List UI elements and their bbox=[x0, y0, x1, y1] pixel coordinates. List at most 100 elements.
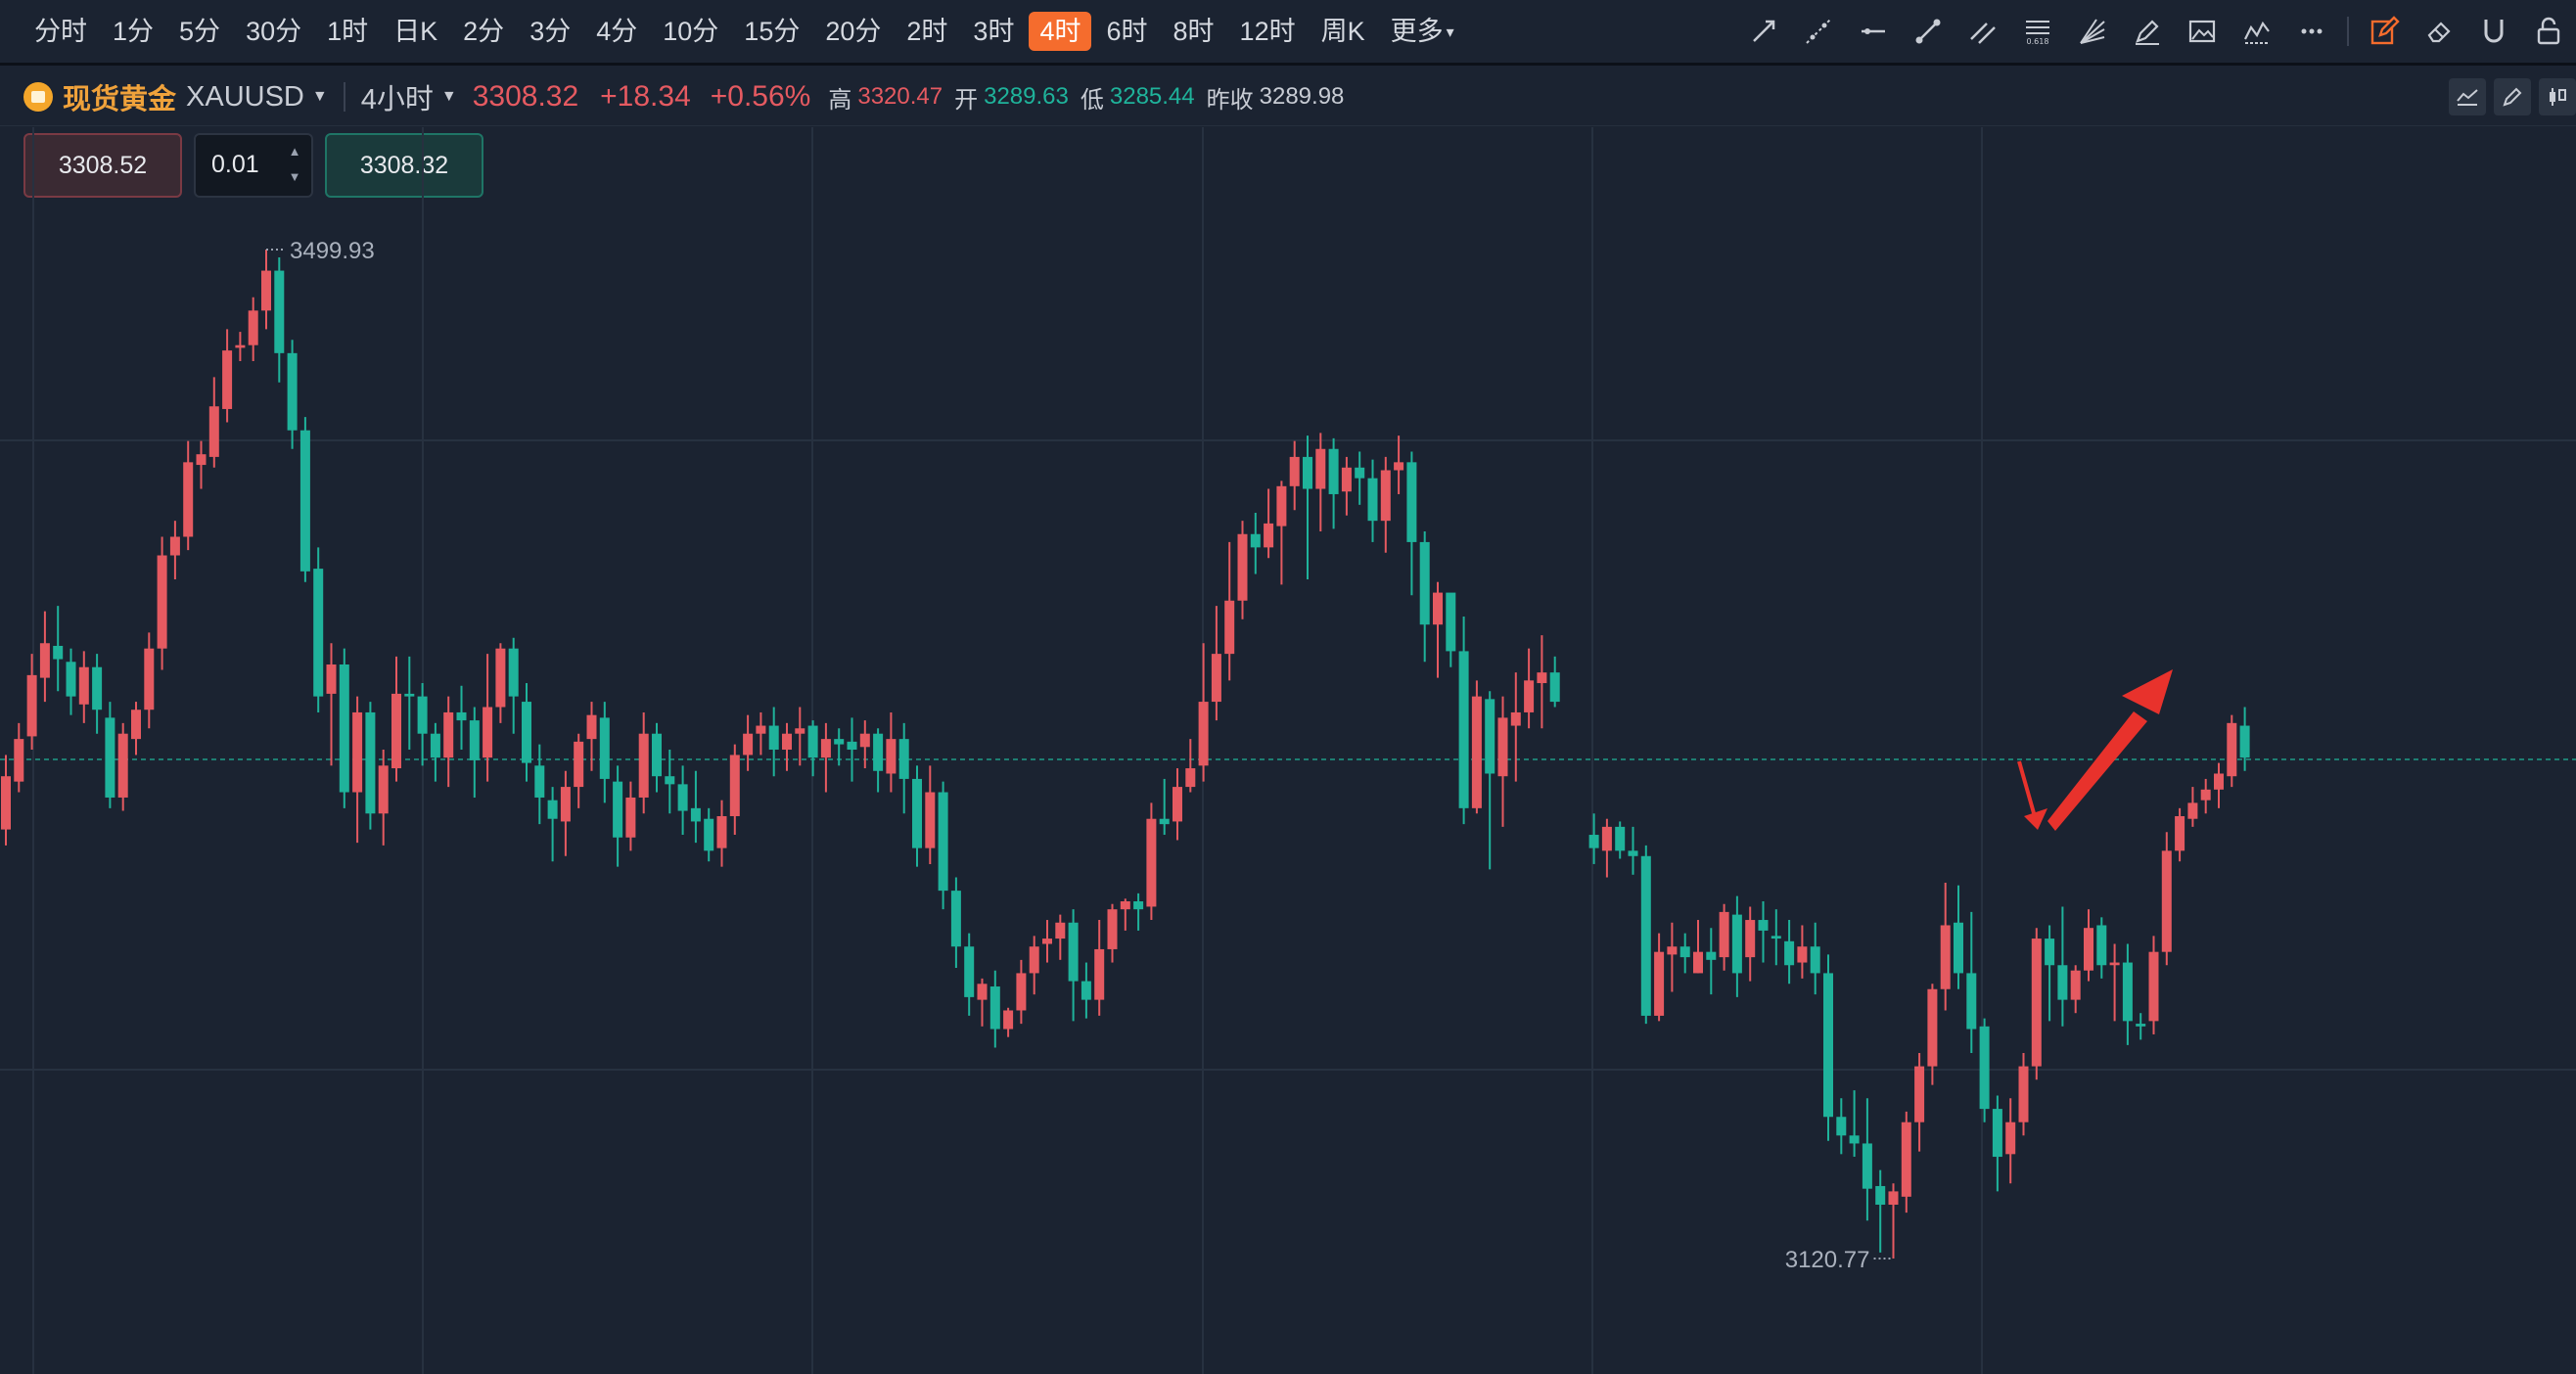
candle bbox=[756, 711, 766, 756]
candle bbox=[1250, 513, 1261, 574]
period-19[interactable]: 更多 bbox=[1380, 12, 1465, 51]
period-16[interactable]: 8时 bbox=[1173, 17, 1215, 46]
edit-draw-icon[interactable] bbox=[2357, 4, 2412, 59]
candle bbox=[665, 750, 675, 814]
arrow-up-head bbox=[2122, 669, 2173, 714]
period-18[interactable]: 周K bbox=[1320, 17, 1365, 46]
candle bbox=[1771, 909, 1781, 966]
decrement-icon[interactable]: ▼ bbox=[288, 169, 301, 184]
gold-coin-icon bbox=[23, 82, 53, 112]
eraser-icon[interactable] bbox=[2412, 4, 2466, 59]
period-3[interactable]: 30分 bbox=[246, 17, 302, 46]
candle bbox=[1719, 903, 1729, 971]
candle bbox=[574, 733, 584, 808]
candle bbox=[886, 711, 897, 793]
period-2[interactable]: 5分 bbox=[179, 17, 221, 46]
candle bbox=[743, 714, 754, 771]
period-14[interactable]: 4时 bbox=[1029, 12, 1092, 51]
pattern-icon[interactable] bbox=[2230, 4, 2284, 59]
ray-line-icon[interactable] bbox=[1736, 4, 1791, 59]
horizontal-line-icon[interactable] bbox=[1846, 4, 1901, 59]
period-13[interactable]: 3时 bbox=[973, 17, 1015, 46]
candle bbox=[2109, 943, 2120, 1022]
candle bbox=[1264, 488, 1274, 559]
candle bbox=[1797, 925, 1808, 979]
candle bbox=[92, 654, 103, 734]
low-label: 低 bbox=[1080, 86, 1104, 114]
candle bbox=[417, 683, 428, 766]
increment-icon[interactable]: ▲ bbox=[288, 144, 301, 159]
period-10[interactable]: 15分 bbox=[744, 17, 801, 46]
period-11[interactable]: 20分 bbox=[825, 17, 882, 46]
candle-style-icon[interactable] bbox=[2539, 78, 2576, 115]
interval-selector[interactable]: 4小时 bbox=[360, 84, 434, 115]
period-0[interactable]: 分时 bbox=[34, 17, 87, 46]
segment-line-icon[interactable] bbox=[1901, 4, 1955, 59]
candle bbox=[599, 702, 610, 803]
symbol-name[interactable]: 现货黄金 bbox=[63, 84, 177, 115]
candle bbox=[795, 707, 805, 766]
candle bbox=[898, 722, 909, 814]
period-4[interactable]: 1时 bbox=[327, 17, 369, 46]
buy-price-button[interactable]: 3308.32 bbox=[325, 133, 483, 198]
candle bbox=[1640, 845, 1651, 1025]
candle bbox=[807, 720, 818, 777]
period-17[interactable]: 12时 bbox=[1239, 17, 1296, 46]
fibonacci-icon[interactable]: 0.618 bbox=[2010, 4, 2065, 59]
symbol-code[interactable]: XAUUSD bbox=[186, 80, 304, 113]
last-price: 3308.32 bbox=[472, 80, 579, 113]
low-value: 3285.44 bbox=[1109, 83, 1195, 110]
candle bbox=[495, 643, 506, 723]
candle bbox=[1315, 433, 1326, 532]
highlighter-icon[interactable] bbox=[2120, 4, 2175, 59]
candle bbox=[729, 744, 740, 836]
candle bbox=[2070, 965, 2081, 1014]
period-8[interactable]: 4分 bbox=[596, 17, 638, 46]
candle bbox=[1458, 617, 1469, 825]
image-icon[interactable] bbox=[2175, 4, 2230, 59]
candle bbox=[66, 648, 76, 715]
parallel-channel-icon[interactable] bbox=[1955, 4, 2010, 59]
gann-fan-icon[interactable] bbox=[2065, 4, 2120, 59]
extended-line-icon[interactable] bbox=[1791, 4, 1846, 59]
indicator-toggle-icon[interactable] bbox=[2449, 78, 2486, 115]
quantity-value[interactable]: 0.01 bbox=[211, 151, 259, 178]
candle bbox=[677, 765, 688, 836]
interval-dropdown-icon[interactable]: ▼ bbox=[440, 88, 457, 105]
candle bbox=[704, 807, 714, 862]
period-6[interactable]: 2分 bbox=[463, 17, 505, 46]
candle bbox=[1303, 435, 1312, 579]
candle bbox=[196, 440, 207, 489]
candle bbox=[1471, 680, 1482, 814]
draw-toggle-icon[interactable] bbox=[2494, 78, 2531, 115]
candle bbox=[78, 651, 89, 723]
candle bbox=[469, 707, 480, 798]
period-12[interactable]: 2时 bbox=[906, 17, 948, 46]
period-5[interactable]: 日K bbox=[393, 17, 438, 46]
chart-grid bbox=[0, 127, 2576, 1374]
period-9[interactable]: 10分 bbox=[663, 17, 719, 46]
candle bbox=[1628, 826, 1638, 875]
candle bbox=[1485, 691, 1495, 870]
candle bbox=[248, 297, 258, 362]
symbol-dropdown-icon[interactable]: ▼ bbox=[311, 88, 328, 105]
candle bbox=[1211, 606, 1221, 721]
period-7[interactable]: 3分 bbox=[529, 17, 572, 46]
extreme-labels: 3499.93 3120.77 bbox=[266, 238, 1894, 1273]
candle bbox=[768, 707, 779, 777]
candle bbox=[522, 683, 531, 782]
period-15[interactable]: 6时 bbox=[1106, 17, 1148, 46]
more-dots-icon[interactable] bbox=[2284, 4, 2339, 59]
lock-icon[interactable] bbox=[2521, 4, 2576, 59]
candle bbox=[1394, 435, 1404, 494]
open-label: 开 bbox=[954, 86, 979, 114]
candle bbox=[169, 521, 180, 579]
period-1[interactable]: 1分 bbox=[113, 17, 155, 46]
magnet-icon[interactable] bbox=[2466, 4, 2521, 59]
sell-price-button[interactable]: 3308.52 bbox=[23, 133, 182, 198]
candle bbox=[235, 332, 246, 362]
quantity-stepper[interactable]: 0.01 ▲ ▼ bbox=[194, 133, 313, 198]
candle bbox=[2005, 1098, 2016, 1184]
candle bbox=[859, 720, 870, 769]
